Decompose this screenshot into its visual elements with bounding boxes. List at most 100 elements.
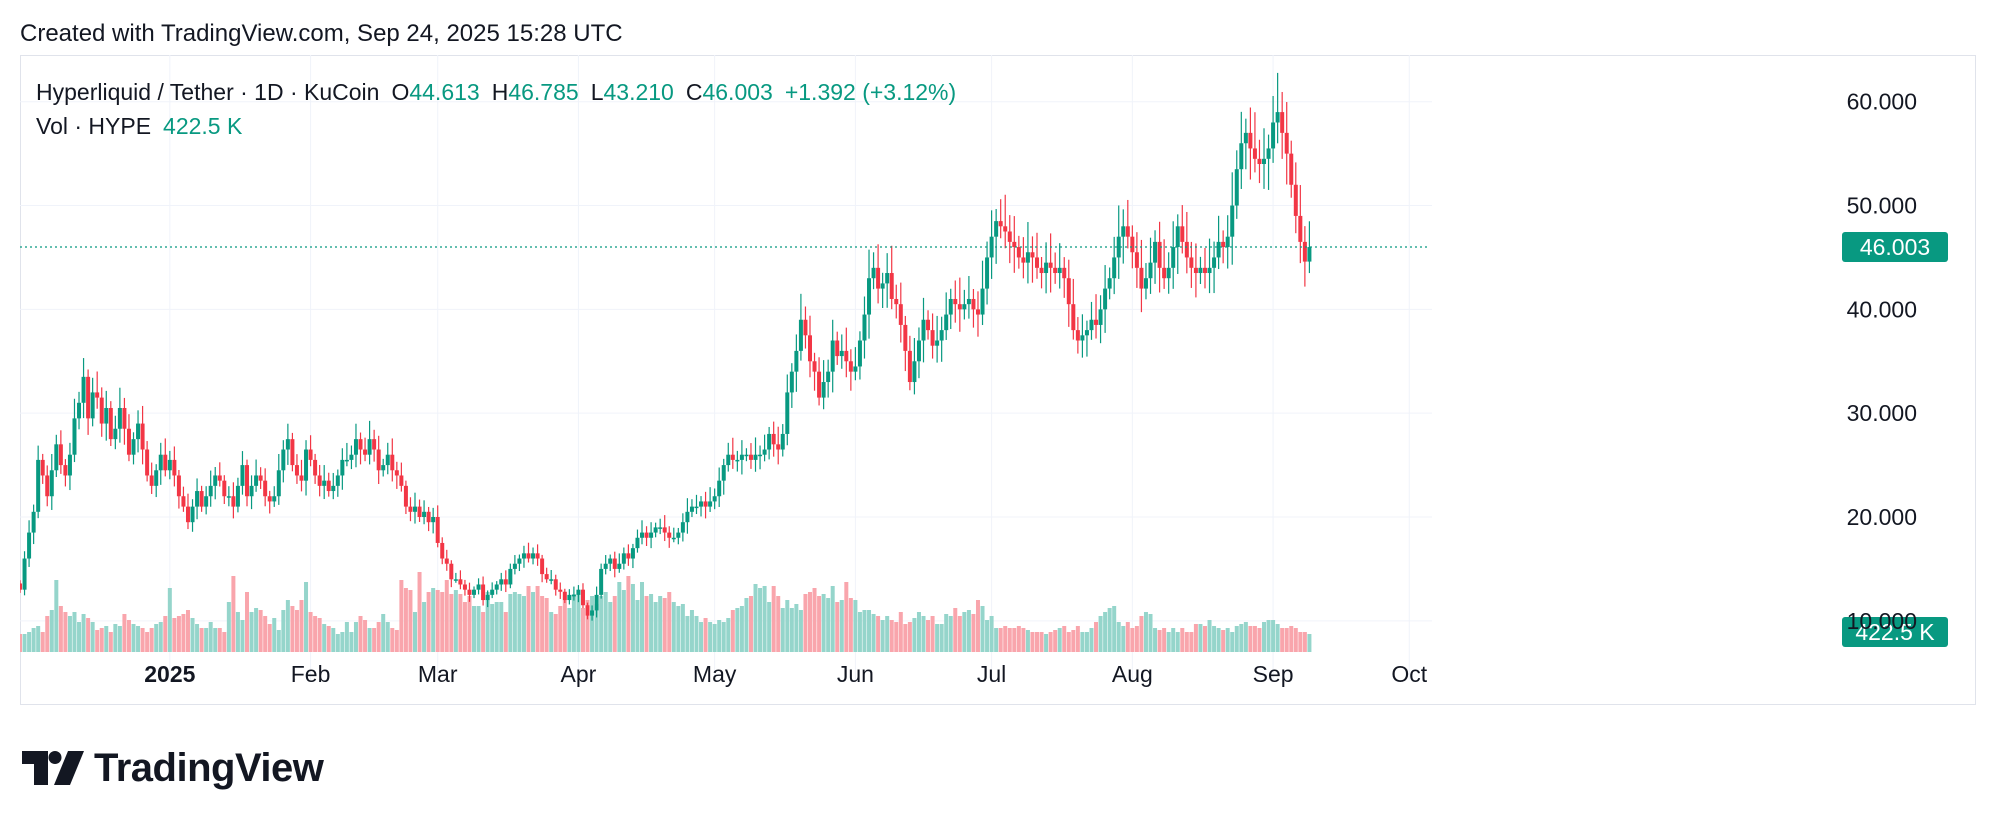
candle-body xyxy=(939,330,944,341)
x-tick-label: Aug xyxy=(1112,661,1153,687)
candle-body xyxy=(1180,226,1185,242)
low-value: 43.210 xyxy=(603,79,674,105)
candle-body xyxy=(785,392,790,434)
volume-bar xyxy=(122,614,127,652)
high-value: 46.785 xyxy=(508,79,579,105)
volume-bar xyxy=(817,596,822,652)
candle-body xyxy=(90,392,95,419)
candle-body xyxy=(408,506,413,512)
volume-bar xyxy=(1080,632,1085,652)
x-tick-label: Mar xyxy=(418,661,458,687)
volume-bar xyxy=(254,608,259,652)
volume-bar xyxy=(1116,622,1121,652)
candle-body xyxy=(1175,226,1180,248)
candle-body xyxy=(708,501,713,507)
candle-body xyxy=(1275,112,1280,123)
volume-bar xyxy=(1130,628,1135,652)
candle-body xyxy=(290,439,295,466)
candle-body xyxy=(867,278,872,315)
candle-body xyxy=(521,553,526,559)
volume-bar xyxy=(1262,622,1267,652)
volume-bar xyxy=(258,610,263,652)
candle-body xyxy=(975,309,980,315)
candle-body xyxy=(322,480,327,486)
volume-bar xyxy=(971,614,976,652)
volume-label[interactable]: Vol · HYPE xyxy=(36,113,152,139)
candle-body xyxy=(217,475,222,481)
candle-body xyxy=(621,553,626,564)
volume-bar xyxy=(798,610,803,652)
volume-bar xyxy=(517,594,522,652)
change-value: +1.392 (+3.12%) xyxy=(784,79,957,105)
volume-bar xyxy=(685,616,690,652)
candle-body xyxy=(449,563,454,580)
x-tick-label: 2025 xyxy=(144,661,195,687)
candlestick-chart[interactable]: 46.003 422.5 K 10.000 20.000 30.000 40.000 50… xyxy=(20,55,1976,705)
last-price-label: 46.003 xyxy=(1860,234,1930,260)
volume-bar xyxy=(898,612,903,652)
candle-body xyxy=(1202,267,1207,274)
candle-body xyxy=(680,522,685,533)
candle-body xyxy=(667,532,672,538)
candle-body xyxy=(344,459,349,462)
volume-bar xyxy=(485,592,490,652)
candle-body xyxy=(167,459,172,471)
volume-bar xyxy=(635,600,640,652)
volume-bar xyxy=(767,602,772,652)
volume-bar xyxy=(948,616,953,652)
candle-body xyxy=(685,511,690,523)
candle-body xyxy=(962,304,967,310)
candle-body xyxy=(907,350,912,383)
volume-bar xyxy=(957,616,962,652)
volume-bar xyxy=(417,572,422,652)
candle-body xyxy=(231,496,236,507)
candle-body xyxy=(81,376,86,403)
volume-bar xyxy=(644,596,649,652)
candle-body xyxy=(1230,205,1235,237)
x-tick-label: Apr xyxy=(561,661,597,687)
volume-bar xyxy=(272,618,277,652)
volume-bar xyxy=(440,592,445,652)
candle-body xyxy=(807,335,812,362)
candle-body xyxy=(835,340,840,357)
volume-bar xyxy=(771,586,776,652)
candle-body xyxy=(1021,257,1026,263)
candle-body xyxy=(717,480,722,497)
candle-body xyxy=(281,449,286,471)
candle-body xyxy=(99,397,104,424)
candle-body xyxy=(1107,278,1112,289)
candle-body xyxy=(944,314,949,331)
volume-bar xyxy=(353,622,358,652)
candle-body xyxy=(426,511,431,523)
volume-bar xyxy=(195,624,200,652)
candle-body xyxy=(313,459,318,476)
candle-body xyxy=(590,610,595,616)
volume-bar xyxy=(830,586,835,652)
tradingview-branding[interactable]: TradingView xyxy=(22,746,324,790)
candle-body xyxy=(431,517,436,523)
candle-body xyxy=(1189,257,1194,268)
candle-body xyxy=(335,475,340,486)
candle-body xyxy=(1302,241,1307,262)
symbol-name[interactable]: Hyperliquid / Tether · 1D · KuCoin xyxy=(36,79,380,105)
volume-bar xyxy=(36,626,41,652)
candle-body xyxy=(676,532,681,538)
candle-body xyxy=(190,506,195,523)
volume-bar xyxy=(136,626,141,652)
volume-bar xyxy=(1298,632,1303,652)
volume-bar xyxy=(1284,628,1289,652)
candle-body xyxy=(576,589,581,595)
volume-bar xyxy=(308,612,313,652)
volume-bar xyxy=(1048,632,1053,652)
volume-bar xyxy=(1266,620,1271,652)
volume-bar xyxy=(1271,620,1276,652)
volume-bar xyxy=(1307,634,1312,652)
volume-bar xyxy=(835,602,840,652)
volume-bar xyxy=(1021,628,1026,652)
volume-bar xyxy=(1121,626,1126,652)
candle-body xyxy=(871,267,876,279)
volume-bar xyxy=(1044,634,1049,652)
volume-bar xyxy=(1302,632,1307,652)
candle-body xyxy=(721,465,726,481)
candle-body xyxy=(1289,153,1294,185)
